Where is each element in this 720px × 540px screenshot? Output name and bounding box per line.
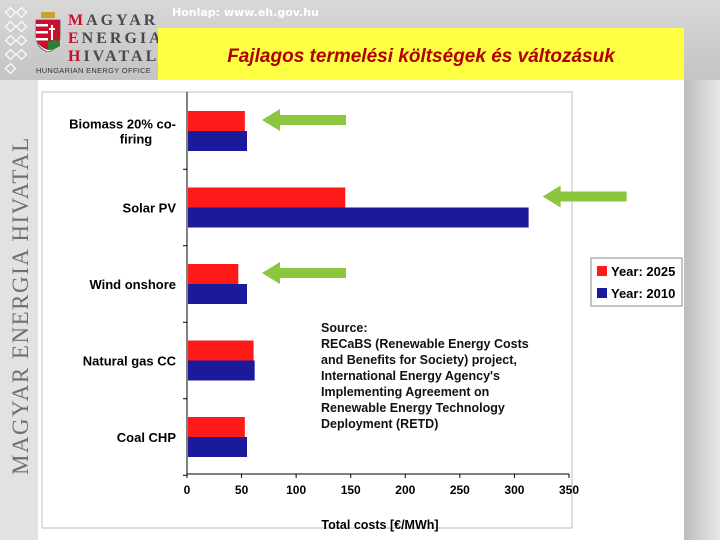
left-sidebar-strip: MAGYAR ENERGIA HIVATAL xyxy=(0,80,38,540)
source-line: and Benefits for Society) project, xyxy=(321,353,517,367)
legend: Year: 2025 Year: 2010 xyxy=(590,257,683,307)
logo-line-energia: ENERGIA xyxy=(68,30,164,47)
bar-2025-1 xyxy=(188,187,346,208)
bar-2025-4 xyxy=(188,417,245,437)
bar-2010-1 xyxy=(188,207,529,228)
source-line: Source: xyxy=(321,321,368,335)
x-axis: 0 50 100 150 200 250 300 350 xyxy=(184,474,579,497)
highlight-arrow-icon xyxy=(262,262,346,284)
bar-2010-3 xyxy=(188,360,255,381)
vertical-title: MAGYAR ENERGIA HIVATAL xyxy=(8,136,33,475)
coat-of-arms-icon xyxy=(35,12,61,52)
legend-label-1: Year: 2010 xyxy=(611,286,675,301)
category-label: Solar PV xyxy=(123,201,177,216)
cost-bar-chart: Biomass 20% co-firing Solar PV Wind onshor… xyxy=(40,82,684,540)
bar-2025-2 xyxy=(188,264,239,284)
x-tick-label: 250 xyxy=(450,483,470,497)
category-label: Coal CHP xyxy=(117,430,177,445)
page-title: Fajlagos termelési költségek és változás… xyxy=(227,46,615,67)
bar-2025-0 xyxy=(188,111,245,131)
x-tick-label: 150 xyxy=(341,483,361,497)
bar-2010-4 xyxy=(188,437,248,457)
x-axis-label: Total costs [€/MWh] xyxy=(321,518,438,532)
homepage-link[interactable]: Honlap: www.eh.gov.hu xyxy=(172,6,319,19)
x-tick-label: 300 xyxy=(504,483,524,497)
logo-subtitle: HUNGARIAN ENERGY OFFICE xyxy=(36,66,152,75)
legend-swatch-0 xyxy=(597,266,607,276)
category-label: Wind onshore xyxy=(89,277,176,292)
legend-label-0: Year: 2025 xyxy=(611,264,675,279)
diamond-pattern-icon xyxy=(4,6,28,75)
bar-2025-3 xyxy=(188,340,254,361)
source-line: International Energy Agency's xyxy=(321,369,500,383)
source-line: Deployment (RETD) xyxy=(321,417,438,431)
source-line: Renewable Energy Technology xyxy=(321,401,505,415)
title-box: Fajlagos termelési költségek és változás… xyxy=(158,28,684,80)
source-line: Implementing Agreement on xyxy=(321,385,489,399)
right-sidebar-strip xyxy=(684,80,720,540)
x-tick-label: 100 xyxy=(286,483,306,497)
legend-swatch-1 xyxy=(597,288,607,298)
bar-2010-0 xyxy=(188,131,248,151)
logo-line-magyar: MAGYAR xyxy=(68,12,159,29)
x-tick-label: 200 xyxy=(395,483,415,497)
x-tick-label: 50 xyxy=(235,483,249,497)
bars-group xyxy=(188,111,529,457)
x-tick-label: 350 xyxy=(559,483,579,497)
header-banner: MAGYAR ENERGIA HIVATAL HUNGARIAN ENERGY … xyxy=(0,0,720,80)
source-line: RECaBS (Renewable Energy Costs xyxy=(321,337,529,351)
highlight-arrow-icon xyxy=(262,109,346,131)
category-label: Natural gas CC xyxy=(83,354,177,369)
logo-line-hivatal: HIVATAL xyxy=(68,48,160,65)
source-annotation: Source: RECaBS (Renewable Energy Costs and… xyxy=(321,321,529,431)
category-labels: Biomass 20% co-firing Solar PV Wind onshor… xyxy=(69,117,177,446)
highlight-arrow-icon xyxy=(542,185,627,208)
category-label: firing xyxy=(120,132,153,147)
vertical-title-text: MAGYAR ENERGIA HIVATAL xyxy=(8,136,33,475)
category-label: Biomass 20% co- xyxy=(69,117,176,132)
x-tick-label: 0 xyxy=(184,483,191,497)
arrows-group xyxy=(262,109,627,284)
grid-lines xyxy=(183,92,569,476)
bar-2010-2 xyxy=(188,284,248,304)
chart-frame xyxy=(41,91,573,529)
